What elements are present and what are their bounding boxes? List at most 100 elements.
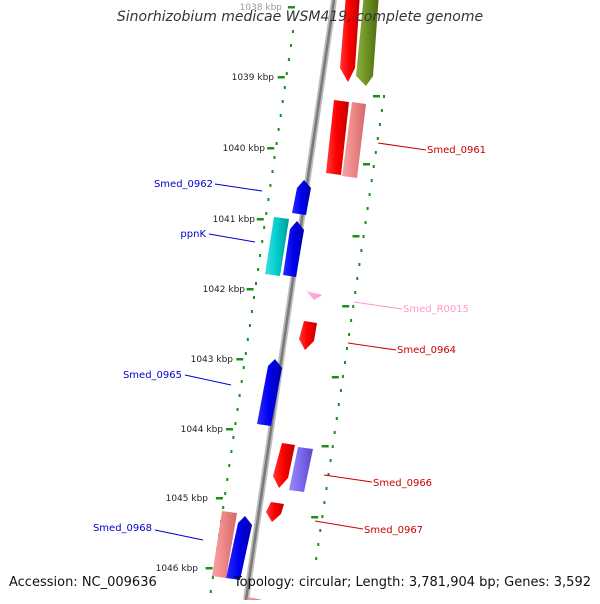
guide-dot (253, 296, 255, 299)
guide-dot (327, 473, 330, 476)
accession-text: Accession: NC_009636 (9, 575, 157, 590)
scale-ticks (205, 6, 380, 570)
guide-dot (236, 408, 239, 411)
gene-arrow-smed-0962[interactable] (292, 180, 311, 215)
gene-label-smed-0966[interactable]: Smed_0966 (373, 478, 432, 489)
gene-label-smed-r0015[interactable]: Smed_R0015 (403, 304, 469, 315)
guide-dot (238, 394, 241, 397)
guide-dot (292, 30, 294, 33)
guide-dot (331, 445, 334, 448)
gene-label-smed-0962[interactable]: Smed_0962 (154, 179, 213, 190)
gene-arrow-smed-0968-upstream[interactable] (212, 511, 237, 578)
scale-label-1042: 1042 kbp (203, 285, 246, 295)
scale-label-1044: 1044 kbp (181, 425, 224, 435)
gene-arrow-smed-0964[interactable] (299, 321, 317, 350)
gene-label-smed-0961[interactable]: Smed_0961 (427, 145, 486, 156)
guide-dot (283, 86, 286, 89)
guide-dot (323, 501, 326, 504)
gene-arrow-smed-0967[interactable] (266, 502, 284, 522)
forward-strand-features (212, 0, 379, 604)
guide-dot (285, 72, 288, 75)
gene-arrow-smed-0966-upstream[interactable] (273, 443, 295, 488)
guide-dot (246, 338, 249, 341)
scale-tick (277, 76, 285, 79)
gene-arrow-smed-0968[interactable] (226, 516, 252, 580)
guide-dot (354, 291, 357, 294)
gene-label-smed-0967[interactable]: Smed_0967 (364, 525, 423, 536)
guide-dot (380, 109, 383, 112)
guide-dot (348, 333, 351, 336)
guide-dot (289, 44, 292, 47)
guide-dot (263, 226, 266, 229)
guide-dot (209, 590, 212, 593)
guide-dot (352, 305, 355, 308)
guide-dot (319, 529, 322, 532)
guide-dot (341, 375, 344, 378)
guide-dot (277, 128, 280, 131)
guide-dot (281, 100, 284, 103)
gene-label-ppnk[interactable]: ppnK (180, 229, 206, 240)
guide-dot (356, 277, 359, 280)
scale-tick (373, 95, 380, 98)
guide-dot (335, 417, 338, 420)
guide-dot (344, 361, 346, 364)
gene-arrow-smed-0966[interactable] (289, 447, 313, 492)
guide-dot (224, 492, 227, 495)
guide-dot (226, 478, 229, 481)
scale-tick (321, 445, 329, 448)
gene-arrow-smed-0961-upstream[interactable] (326, 100, 349, 175)
gene-arrow[interactable] (340, 0, 360, 82)
scale-labels: 1038 kbp 1039 kbp 1040 kbp 1041 kbp 1042… (156, 3, 283, 574)
guide-dot (234, 422, 237, 425)
backbone (243, 0, 337, 601)
scale-tick (215, 497, 223, 500)
guide-dot (333, 431, 336, 434)
gene-arrow-smed-0961[interactable] (342, 102, 366, 178)
gene-arrow-ppnk-alt[interactable] (265, 217, 289, 276)
guide-dot (271, 170, 274, 173)
guide-dot (228, 464, 231, 467)
guide-dot (269, 184, 272, 187)
rna-arrow-smed-r0015[interactable] (306, 291, 322, 300)
guide-dot (265, 212, 268, 215)
guide-dot (232, 436, 235, 439)
guide-dot (261, 240, 264, 243)
guide-dot (362, 235, 365, 238)
reverse-strand-features (226, 180, 311, 580)
gene-arrow-smed-0965[interactable] (257, 359, 282, 426)
gene-labels: Smed_0961 Smed_0962 ppnK Smed_R0015 Smed… (93, 145, 486, 536)
guide-dot (250, 310, 253, 313)
gene-arrow-ppnk[interactable] (283, 221, 304, 277)
scale-tick (205, 567, 213, 570)
guide-dot (350, 319, 353, 322)
gene-label-smed-0965[interactable]: Smed_0965 (123, 370, 182, 381)
guide-dot (267, 198, 270, 201)
scale-label-1043: 1043 kbp (191, 355, 234, 365)
scale-tick (246, 288, 254, 291)
scale-tick (352, 235, 360, 238)
guide-dot (360, 249, 363, 252)
scale-label-1046: 1046 kbp (156, 564, 199, 574)
scale-tick (331, 376, 339, 379)
scale-tick (267, 147, 275, 150)
scale-label-1041: 1041 kbp (213, 215, 256, 225)
gene-label-smed-0968[interactable]: Smed_0968 (93, 523, 152, 534)
callout-lines (154, 142, 427, 541)
genome-summary-text: Topology: circular; Length: 3,781,904 bp… (233, 575, 591, 590)
scale-tick (342, 305, 350, 308)
guide-dot (358, 263, 361, 266)
gene-label-smed-0964[interactable]: Smed_0964 (397, 345, 456, 356)
gene-arrow[interactable] (356, 0, 379, 86)
guide-dot (346, 347, 348, 350)
scale-tick (311, 516, 319, 519)
guide-dot (230, 450, 233, 453)
scale-tick (236, 358, 244, 361)
guide-dot (337, 403, 340, 406)
guide-dot (317, 543, 320, 546)
guide-dot (374, 151, 377, 154)
guide-dot (257, 268, 260, 271)
scale-label-1038: 1038 kbp (240, 3, 283, 13)
guide-dot (370, 179, 373, 182)
